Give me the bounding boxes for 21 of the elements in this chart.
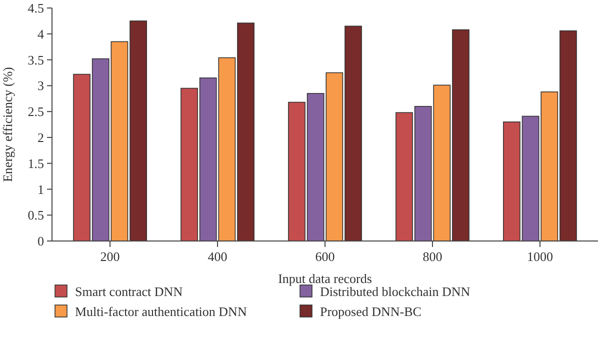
- x-tick-label: 200: [100, 249, 120, 264]
- y-tick-label: 3.5: [28, 52, 44, 68]
- y-tick-label: 0.5: [28, 208, 44, 223]
- y-tick-label: 1: [38, 182, 44, 197]
- y-tick-label: 0: [38, 234, 44, 249]
- y-tick-label: 2.5: [28, 104, 44, 120]
- y-axis-title: Energy efficiency (%): [0, 66, 15, 182]
- x-tick-label: 400: [208, 249, 228, 264]
- y-tick-label: 1.5: [28, 156, 44, 171]
- x-tick-label: 800: [422, 249, 442, 264]
- y-tick-label: 2: [38, 130, 44, 145]
- y-tick-label: 4: [38, 26, 44, 42]
- legend-label: Proposed DNN-BC: [320, 304, 422, 319]
- legend-label: Smart contract DNN: [75, 284, 184, 299]
- x-axis-title: Input data records: [278, 271, 372, 286]
- y-tick-label: 3: [38, 78, 44, 94]
- legend-label: Distributed blockchain DNN: [320, 284, 471, 299]
- y-tick-label: 4.5: [28, 0, 44, 16]
- legend-label: Multi-factor authentication DNN: [75, 304, 248, 319]
- x-tick-label: 600: [315, 249, 335, 264]
- x-tick-label: 1000: [526, 249, 553, 264]
